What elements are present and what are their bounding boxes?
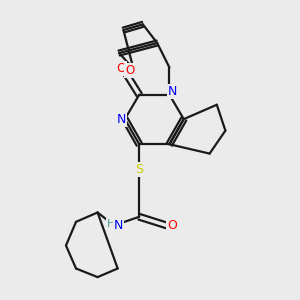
Text: N: N: [114, 219, 123, 232]
Text: N: N: [168, 85, 177, 98]
Text: N: N: [117, 112, 126, 126]
Text: H: H: [107, 219, 116, 229]
Text: S: S: [135, 163, 143, 176]
Text: O: O: [116, 62, 126, 75]
Text: O: O: [167, 219, 177, 232]
Text: O: O: [125, 64, 134, 77]
